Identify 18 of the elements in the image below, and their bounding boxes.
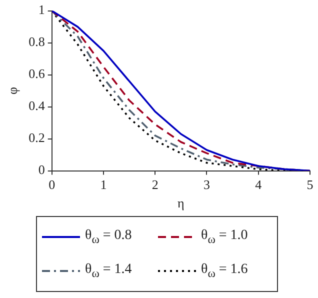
y-tick-label: 0.8 bbox=[28, 34, 45, 50]
legend-label: θ$_{ω}$ = 1.6 bbox=[201, 262, 248, 280]
x-tick-label: 4 bbox=[255, 177, 262, 192]
x-axis-title: η bbox=[178, 196, 185, 211]
y-tick-label: 0 bbox=[38, 162, 45, 178]
legend-label: θ$_{ω}$ = 0.8 bbox=[85, 228, 132, 246]
y-tick-label: 1 bbox=[38, 2, 45, 18]
y-tick-label: 0.2 bbox=[28, 130, 45, 146]
y-axis-title: φ bbox=[5, 87, 20, 95]
x-tick-label: 5 bbox=[306, 177, 314, 192]
legend-label: θ$_{ω}$ = 1.0 bbox=[201, 228, 248, 246]
legend-label: θ$_{ω}$ = 1.4 bbox=[85, 262, 132, 280]
x-tick-label: 0 bbox=[48, 177, 56, 192]
y-tick-label: 0.4 bbox=[28, 98, 46, 114]
x-tick-label: 1 bbox=[100, 177, 107, 192]
x-tick-label: 3 bbox=[203, 177, 210, 192]
x-tick-label: 2 bbox=[152, 177, 158, 192]
y-tick-label: 0.6 bbox=[28, 66, 46, 82]
